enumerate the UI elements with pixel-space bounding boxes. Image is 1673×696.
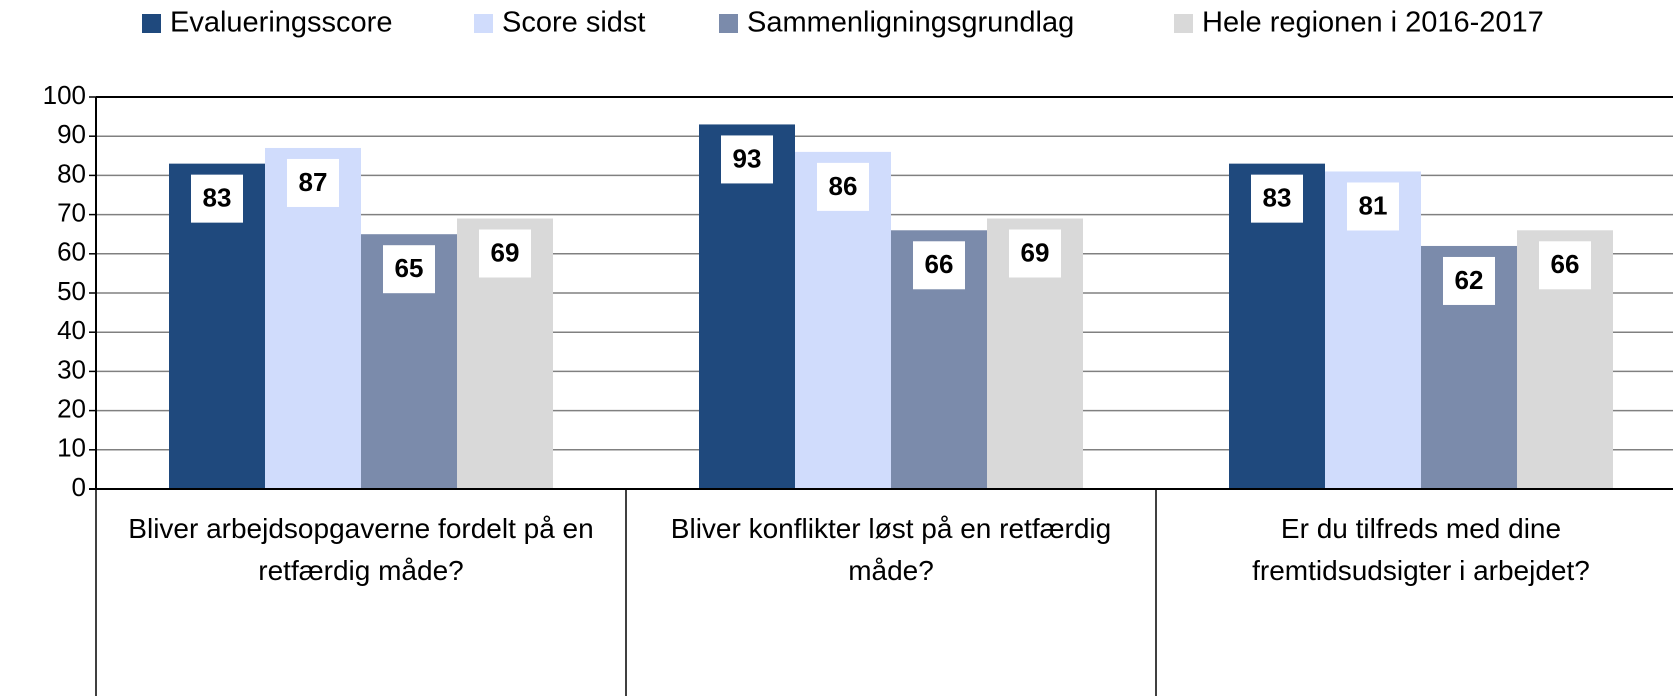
data-label-box xyxy=(383,245,435,294)
legend-label: Evalueringsscore xyxy=(170,7,392,39)
bar xyxy=(699,124,795,489)
x-tick-label: Er du tilfreds med dine fremtidsudsigter… xyxy=(1252,513,1590,586)
data-label: 81 xyxy=(1359,190,1388,220)
data-label: 69 xyxy=(1021,237,1050,267)
data-label: 86 xyxy=(829,171,858,201)
data-label-box xyxy=(479,229,531,278)
y-tick-label: 50 xyxy=(57,276,86,306)
y-tick-label: 20 xyxy=(57,393,86,423)
data-label-box xyxy=(817,162,869,211)
legend-label: Score sidst xyxy=(502,7,645,39)
y-tick-label: 100 xyxy=(43,80,86,110)
data-label-box xyxy=(1347,182,1399,231)
data-label-box xyxy=(1539,241,1591,290)
data-label-box xyxy=(287,158,339,207)
data-label: 93 xyxy=(733,143,762,173)
y-tick-label: 10 xyxy=(57,433,86,463)
data-label: 65 xyxy=(395,253,424,283)
data-label: 66 xyxy=(925,249,954,279)
data-label: 83 xyxy=(203,183,232,213)
data-label-box xyxy=(1443,256,1495,305)
y-tick-label: 70 xyxy=(57,197,86,227)
y-tick-label: 30 xyxy=(57,354,86,384)
data-label: 83 xyxy=(1263,183,1292,213)
data-label: 69 xyxy=(491,237,520,267)
data-label-box xyxy=(1251,174,1303,223)
legend-label: Hele regionen i 2016-2017 xyxy=(1202,7,1544,39)
y-tick-label: 0 xyxy=(72,472,86,502)
data-label-box xyxy=(191,174,243,223)
legend-swatch xyxy=(719,14,738,33)
legend-swatch xyxy=(1174,14,1193,33)
y-tick-label: 90 xyxy=(57,119,86,149)
data-label: 66 xyxy=(1551,249,1580,279)
y-tick-label: 80 xyxy=(57,158,86,188)
data-label-box xyxy=(913,241,965,290)
data-label: 87 xyxy=(299,167,328,197)
legend-label: Sammenligningsgrundlag xyxy=(747,7,1074,39)
legend-swatch xyxy=(142,14,161,33)
x-tick-label: Bliver arbejdsopgaverne fordelt på en re… xyxy=(128,513,594,586)
x-tick-label: Bliver konflikter løst på en retfærdig m… xyxy=(670,513,1112,586)
legend-swatch xyxy=(474,14,493,33)
data-label-box xyxy=(721,135,773,184)
data-label: 62 xyxy=(1455,265,1484,295)
y-tick-label: 40 xyxy=(57,315,86,345)
y-tick-label: 60 xyxy=(57,237,86,267)
data-label-box xyxy=(1009,229,1061,278)
